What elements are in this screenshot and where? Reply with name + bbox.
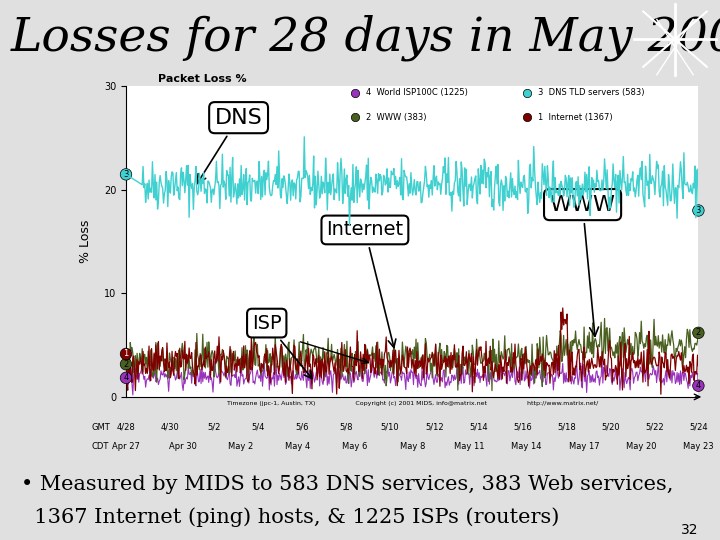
Text: 5/16: 5/16 [513, 423, 531, 431]
Text: Timezone (jpc-1, Austin, TX)                    Copyright (c) 2001 MIDS, info@ma: Timezone (jpc-1, Austin, TX) Copyright (… [227, 401, 598, 406]
Text: 32: 32 [681, 523, 698, 537]
Text: 5/2: 5/2 [207, 423, 221, 431]
Text: Packet Loss %: Packet Loss % [158, 73, 247, 84]
Text: May 17: May 17 [569, 442, 599, 450]
Text: 3: 3 [696, 206, 701, 215]
Text: May 23: May 23 [683, 442, 714, 450]
Text: 5/18: 5/18 [557, 423, 576, 431]
Text: WWW: WWW [549, 194, 616, 336]
Text: May 20: May 20 [626, 442, 657, 450]
Text: ISP: ISP [252, 314, 312, 379]
Text: 4  World ISP100C (1225): 4 World ISP100C (1225) [366, 88, 468, 97]
Text: • Measured by MIDS to 583 DNS services, 383 Web services,: • Measured by MIDS to 583 DNS services, … [22, 475, 674, 494]
Text: 5/8: 5/8 [339, 423, 353, 431]
Text: 4: 4 [696, 381, 701, 390]
Y-axis label: % Loss: % Loss [78, 220, 91, 264]
Text: May 8: May 8 [400, 442, 425, 450]
Text: 2: 2 [123, 360, 129, 369]
Text: CDT: CDT [91, 442, 109, 450]
Text: 5/4: 5/4 [251, 423, 265, 431]
Text: 3  DNS TLD servers (583): 3 DNS TLD servers (583) [538, 88, 644, 97]
Text: 5/20: 5/20 [601, 423, 620, 431]
Text: Apr 27: Apr 27 [112, 442, 140, 450]
Text: 4/30: 4/30 [161, 423, 179, 431]
Text: 3: 3 [123, 170, 129, 179]
Text: 5/6: 5/6 [295, 423, 309, 431]
Text: 1  Internet (1367): 1 Internet (1367) [538, 113, 613, 122]
Text: May 6: May 6 [342, 442, 368, 450]
Text: 1367 Internet (ping) hosts, & 1225 ISPs (routers): 1367 Internet (ping) hosts, & 1225 ISPs … [22, 508, 559, 527]
Text: May 11: May 11 [454, 442, 485, 450]
Text: 4: 4 [123, 373, 129, 382]
Text: 5/10: 5/10 [381, 423, 400, 431]
Text: DNS: DNS [197, 107, 263, 184]
Text: 2: 2 [696, 328, 701, 338]
Text: May 14: May 14 [511, 442, 542, 450]
Text: 5/12: 5/12 [425, 423, 444, 431]
Text: 4/28: 4/28 [117, 423, 135, 431]
Text: Apr 30: Apr 30 [169, 442, 197, 450]
Text: 5/24: 5/24 [689, 423, 708, 431]
Text: 1: 1 [123, 349, 129, 359]
Text: May 2: May 2 [228, 442, 253, 450]
Text: Internet: Internet [326, 220, 403, 347]
Text: 5/22: 5/22 [645, 423, 664, 431]
Text: 5/14: 5/14 [469, 423, 487, 431]
Text: May 4: May 4 [285, 442, 310, 450]
Text: GMT: GMT [91, 423, 110, 431]
Text: 2  WWW (383): 2 WWW (383) [366, 113, 427, 122]
Text: Losses for 28 days in May 2001: Losses for 28 days in May 2001 [11, 15, 720, 61]
